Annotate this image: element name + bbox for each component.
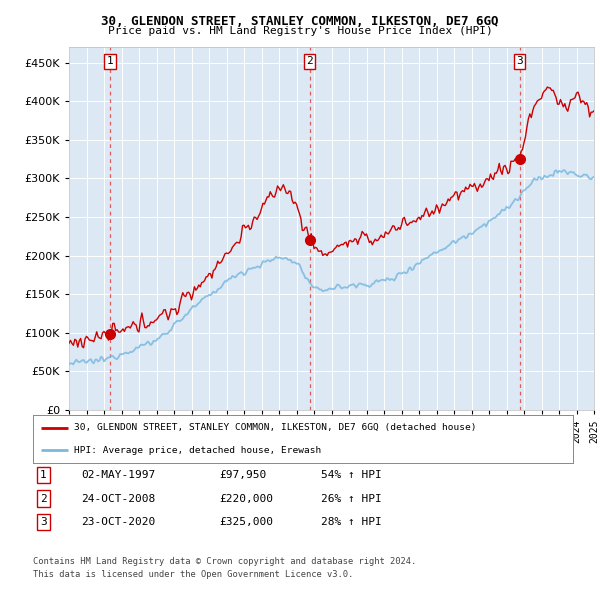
Text: 1: 1	[40, 470, 47, 480]
Text: £325,000: £325,000	[219, 517, 273, 527]
Text: 26% ↑ HPI: 26% ↑ HPI	[321, 494, 382, 503]
Text: HPI: Average price, detached house, Erewash: HPI: Average price, detached house, Erew…	[74, 445, 321, 454]
Text: 54% ↑ HPI: 54% ↑ HPI	[321, 470, 382, 480]
Text: Contains HM Land Registry data © Crown copyright and database right 2024.: Contains HM Land Registry data © Crown c…	[33, 558, 416, 566]
Text: 2: 2	[40, 494, 47, 503]
Text: 30, GLENDON STREET, STANLEY COMMON, ILKESTON, DE7 6GQ (detached house): 30, GLENDON STREET, STANLEY COMMON, ILKE…	[74, 424, 476, 432]
Text: £97,950: £97,950	[219, 470, 266, 480]
Text: 23-OCT-2020: 23-OCT-2020	[81, 517, 155, 527]
Text: 2: 2	[306, 56, 313, 66]
Text: 1: 1	[106, 56, 113, 66]
Text: 24-OCT-2008: 24-OCT-2008	[81, 494, 155, 503]
Text: £220,000: £220,000	[219, 494, 273, 503]
Text: 3: 3	[516, 56, 523, 66]
Text: 02-MAY-1997: 02-MAY-1997	[81, 470, 155, 480]
Text: 28% ↑ HPI: 28% ↑ HPI	[321, 517, 382, 527]
Text: 3: 3	[40, 517, 47, 527]
Text: 30, GLENDON STREET, STANLEY COMMON, ILKESTON, DE7 6GQ: 30, GLENDON STREET, STANLEY COMMON, ILKE…	[101, 15, 499, 28]
Text: This data is licensed under the Open Government Licence v3.0.: This data is licensed under the Open Gov…	[33, 571, 353, 579]
Text: Price paid vs. HM Land Registry's House Price Index (HPI): Price paid vs. HM Land Registry's House …	[107, 26, 493, 36]
